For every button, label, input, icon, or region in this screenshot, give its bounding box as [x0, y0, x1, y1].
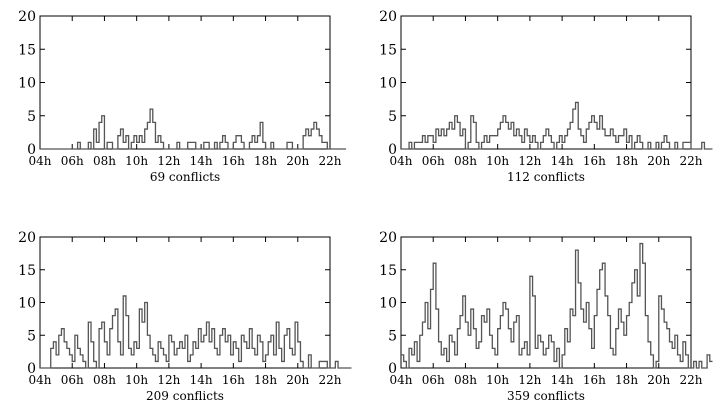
y-tick-label: 10	[379, 296, 397, 312]
conflicts-series	[401, 101, 713, 150]
x-tick-label: 16h	[583, 154, 606, 168]
y-tick-label: 20	[18, 9, 36, 25]
y-tick-label: 15	[18, 263, 36, 279]
x-tick-label: 20h	[286, 373, 309, 387]
x-tick-label: 18h	[254, 154, 277, 168]
x-tick-label: 14h	[551, 154, 574, 168]
x-tick-label: 16h	[583, 373, 606, 387]
y-tick-label: 15	[379, 42, 397, 58]
x-tick-label: 18h	[615, 154, 638, 168]
x-tick-label: 22h	[680, 373, 703, 387]
y-tick-label: 0	[27, 361, 36, 377]
x-tick-label: 04h	[29, 154, 52, 168]
y-tick-label: 15	[379, 263, 397, 279]
y-tick-label: 20	[379, 230, 397, 246]
x-tick-label: 04h	[29, 373, 52, 387]
x-tick-label: 20h	[647, 373, 670, 387]
chart-panel-4: 0 5 10 15 20 04h 06h 08h 10h 12h 14h 16h 18h 20h 22h 35…	[379, 230, 713, 403]
y-tick-label: 15	[18, 42, 36, 58]
y-tick-label: 10	[379, 76, 397, 92]
plot-frame	[39, 15, 331, 150]
y-tick-label: 5	[27, 109, 36, 125]
x-tick-label: 18h	[254, 373, 277, 387]
panel-caption: 112 conflicts	[507, 170, 585, 184]
x-tick-label: 06h	[422, 373, 445, 387]
panel-caption: 359 conflicts	[507, 389, 585, 403]
x-tick-label: 16h	[222, 154, 245, 168]
y-tick-label: 5	[388, 328, 397, 344]
x-tick-label: 12h	[518, 373, 541, 387]
y-tick-label: 20	[379, 9, 397, 25]
y-tick-label: 10	[18, 76, 36, 92]
x-tick-label: 06h	[422, 154, 445, 168]
x-tick-label: 22h	[680, 154, 703, 168]
y-tick-label: 5	[388, 109, 397, 125]
conflicts-series	[40, 108, 347, 150]
x-tick-label: 12h	[157, 154, 180, 168]
x-tick-label: 08h	[454, 373, 477, 387]
x-tick-label: 04h	[390, 154, 413, 168]
x-tick-label: 04h	[390, 373, 413, 387]
x-tick-label: 20h	[286, 154, 309, 168]
x-tick-label: 12h	[518, 154, 541, 168]
x-tick-label: 10h	[125, 154, 148, 168]
panel-caption: 209 conflicts	[146, 389, 224, 403]
x-tick-label: 08h	[93, 154, 116, 168]
x-tick-label: 18h	[615, 373, 638, 387]
x-tick-label: 10h	[125, 373, 148, 387]
x-tick-label: 20h	[647, 154, 670, 168]
x-tick-label: 10h	[486, 373, 509, 387]
x-tick-label: 22h	[319, 373, 342, 387]
x-tick-label: 06h	[61, 154, 84, 168]
x-tick-label: 14h	[190, 154, 213, 168]
chart-panel-2: 0 5 10 15 20 04h 06h 08h 10h 12h 14h 16h 18h 20h 22h 11…	[379, 9, 713, 184]
y-tick-label: 10	[18, 296, 36, 312]
y-tick-label: 0	[27, 142, 36, 158]
x-tick-label: 14h	[551, 373, 574, 387]
x-tick-label: 14h	[190, 373, 213, 387]
x-tick-label: 08h	[93, 373, 116, 387]
x-tick-label: 10h	[486, 154, 509, 168]
x-tick-label: 12h	[157, 373, 180, 387]
y-tick-label: 20	[18, 230, 36, 246]
chart-panel-3: 0 5 10 15 20 04h 06h 08h 10h 12h 14h 16h 18h 20h 22h 20…	[18, 230, 352, 403]
y-tick-label: 0	[388, 361, 397, 377]
panel-caption: 69 conflicts	[150, 170, 220, 184]
x-tick-label: 16h	[222, 373, 245, 387]
x-tick-label: 06h	[61, 373, 84, 387]
y-tick-label: 5	[27, 328, 36, 344]
x-tick-label: 22h	[319, 154, 342, 168]
chart-panel-1: 0 5 10 15 20 04h 06h 08h 10h 12h 14h 16h 18h 20h 22h 69…	[18, 9, 347, 184]
y-tick-label: 0	[388, 142, 397, 158]
conflicts-series	[40, 295, 352, 369]
conflicts-series	[401, 242, 713, 369]
x-tick-label: 08h	[454, 154, 477, 168]
